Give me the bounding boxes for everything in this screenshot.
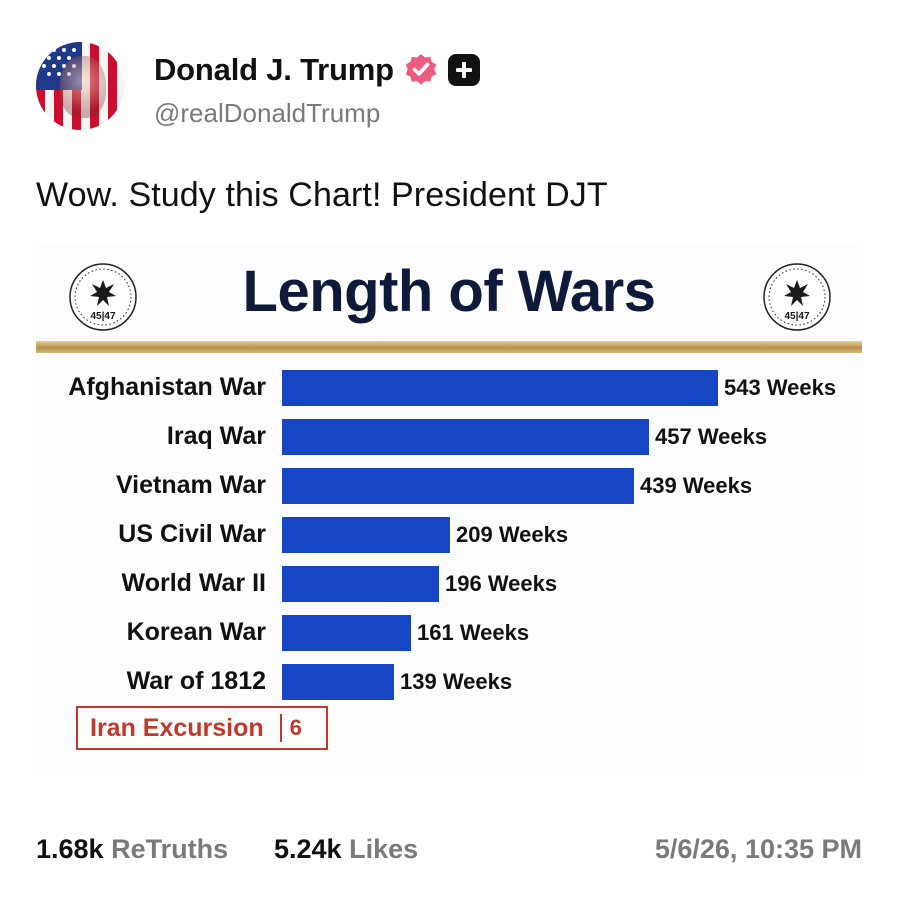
bar-label: Afghanistan War xyxy=(68,373,266,401)
bar-label: Korean War xyxy=(126,618,266,646)
bar xyxy=(282,468,634,504)
post-header: Donald J. Trump @realDonaldTrump xyxy=(36,42,862,132)
bar-label: World War II xyxy=(121,569,266,597)
highlight-label: Iran Excursion xyxy=(90,713,264,742)
avatar-portrait xyxy=(60,56,106,118)
bar-label: Iraq War xyxy=(166,422,266,450)
iran-excursion-highlight: Iran Excursion 6 xyxy=(76,706,328,750)
retruths-stat[interactable]: 1.68k ReTruths xyxy=(36,834,228,865)
post-footer: 1.68k ReTruths 5.24k Likes 5/6/26, 10:35… xyxy=(36,834,862,870)
presidential-seal-icon: 45|47 xyxy=(763,263,831,331)
post-text: Wow. Study this Chart! President DJT xyxy=(36,176,608,214)
highlight-divider xyxy=(279,714,282,742)
bar xyxy=(282,419,649,455)
bar-label: War of 1812 xyxy=(126,667,266,695)
bar-value-label: 161 Weeks xyxy=(417,620,530,645)
likes-stat[interactable]: 5.24k Likes xyxy=(274,834,418,865)
bar-value-label: 457 Weeks xyxy=(655,424,768,449)
bar-value-label: 196 Weeks xyxy=(445,571,558,596)
likes-count: 5.24k xyxy=(274,834,342,864)
bar-value-label: 543 Weeks xyxy=(724,375,837,400)
bar-value-label: 209 Weeks xyxy=(456,522,569,547)
bar-value-label: 139 Weeks xyxy=(400,669,513,694)
highlight-value: 6 xyxy=(289,715,302,740)
bar xyxy=(282,615,411,651)
retruths-label: ReTruths xyxy=(111,834,229,864)
display-name[interactable]: Donald J. Trump xyxy=(154,52,394,87)
presidential-seal-icon: 45|47 xyxy=(69,263,137,331)
likes-label: Likes xyxy=(349,834,419,864)
name-row: Donald J. Trump xyxy=(154,52,480,88)
bar-chart: Afghanistan War 543 Weeks Iraq War 457 Week… xyxy=(36,244,862,774)
avatar[interactable] xyxy=(36,42,124,130)
bar-label: Vietnam War xyxy=(115,471,266,499)
bar xyxy=(282,664,394,700)
chart-image[interactable]: 45|47 45|47 Length of Wars Afghanistan W… xyxy=(36,244,862,774)
bar xyxy=(282,566,439,602)
svg-text:45|47: 45|47 xyxy=(784,311,809,322)
svg-text:45|47: 45|47 xyxy=(90,311,115,322)
verified-badge-icon xyxy=(405,54,437,85)
plus-icon xyxy=(447,54,480,86)
gold-divider xyxy=(36,341,862,353)
bar xyxy=(282,517,450,553)
bar-label: US Civil War xyxy=(118,520,266,548)
chart-title: Length of Wars xyxy=(242,259,656,324)
post-timestamp[interactable]: 5/6/26, 10:35 PM xyxy=(654,834,862,864)
bar xyxy=(282,370,718,406)
retruths-count: 1.68k xyxy=(36,834,104,864)
user-handle[interactable]: @realDonaldTrump xyxy=(154,98,381,128)
bar-value-label: 439 Weeks xyxy=(640,473,753,498)
